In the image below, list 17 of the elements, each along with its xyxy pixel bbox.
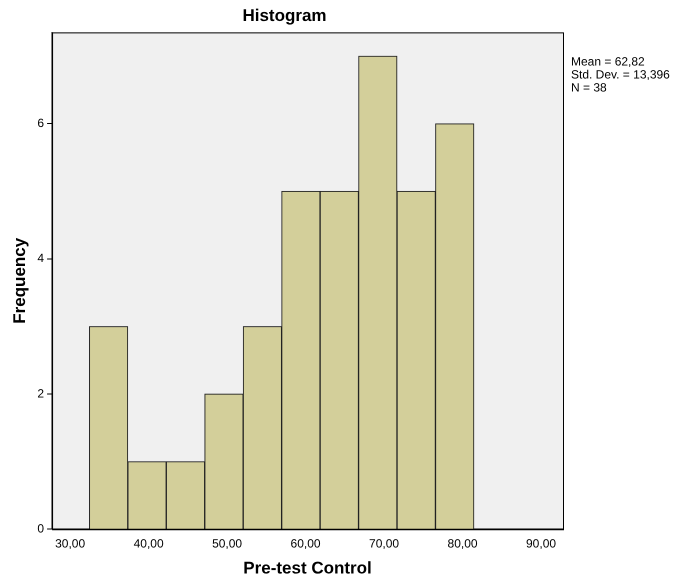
x-tick-label: 50,00 xyxy=(212,536,242,551)
y-tick-label: 4 xyxy=(37,251,44,266)
text: Mean = 62,82 xyxy=(571,54,646,69)
x-tick-label: 90,00 xyxy=(526,536,556,551)
text: Std. Dev. = 13,396 xyxy=(571,68,670,82)
y-tick-label: 0 xyxy=(37,522,44,536)
x-tick-label: 60,00 xyxy=(290,536,321,551)
text: N = 38 xyxy=(571,80,608,95)
y-axis-title: Frequency xyxy=(10,237,29,324)
x-axis-title: Pre-test Control xyxy=(243,558,372,578)
x-tick-label: 80,00 xyxy=(448,536,478,551)
y-tick-label: 6 xyxy=(37,116,44,130)
chart-title: Histogram xyxy=(242,6,327,25)
y-tick-label: 2 xyxy=(37,386,44,400)
x-tick-label: 30,00 xyxy=(55,536,86,551)
x-tick-label: 40,00 xyxy=(134,536,164,551)
x-tick-label: 70,00 xyxy=(369,536,400,551)
